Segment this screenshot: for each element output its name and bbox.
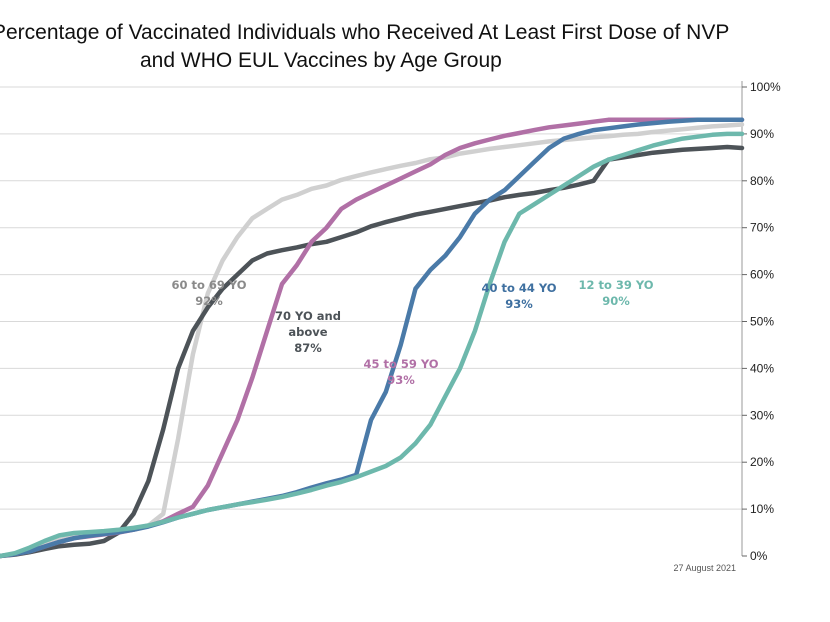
y-tick-label: 40%	[750, 361, 774, 375]
series-line-0	[0, 122, 745, 559]
chart-title-line-2: and WHO EUL Vaccines by Age Group	[140, 49, 502, 72]
series-line-3	[0, 117, 745, 559]
series-label-2: 93%	[387, 373, 415, 387]
series-label-1: 70 YO and	[275, 309, 341, 323]
series-label-0: 92%	[195, 294, 223, 308]
series-labels: 60 to 69 YO 92% 70 YO and above 87% 45 to 59 …	[171, 278, 653, 387]
series-line-2	[0, 117, 745, 559]
series-label-3: 93%	[505, 297, 533, 311]
date-note: 27 August 2021	[673, 563, 736, 573]
series-lines	[0, 117, 745, 559]
series-label-4: 12 to 39 YO	[578, 278, 653, 292]
y-tick-label: 30%	[750, 408, 774, 422]
series-line-1	[0, 144, 745, 559]
y-tick-label: 60%	[750, 268, 774, 282]
series-label-1: above	[288, 325, 327, 339]
series-line-4	[0, 131, 745, 559]
series-label-0: 60 to 69 YO	[171, 278, 246, 292]
y-tick-label: 10%	[750, 502, 774, 516]
y-tick-label: 100%	[750, 80, 781, 94]
chart-title-line-1: Percentage of Vaccinated Individuals who…	[0, 21, 730, 44]
y-tick-label: 90%	[750, 127, 774, 141]
series-label-1: 87%	[294, 341, 322, 355]
y-tick-label: 70%	[750, 221, 774, 235]
y-tick-label: 20%	[750, 455, 774, 469]
series-label-4: 90%	[602, 294, 630, 308]
y-tick-label: 80%	[750, 174, 774, 188]
y-tick-label: 0%	[750, 549, 768, 563]
series-label-3: 40 to 44 YO	[481, 281, 556, 295]
y-axis-ticks: 0% 10% 20% 30% 40% 50% 60% 70% 80% 90% 100%	[742, 80, 781, 563]
y-tick-label: 50%	[750, 315, 774, 329]
series-label-2: 45 to 59 YO	[363, 357, 438, 371]
